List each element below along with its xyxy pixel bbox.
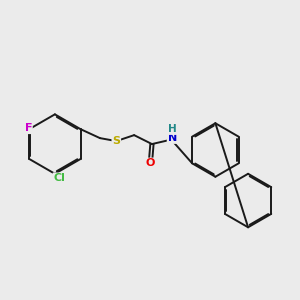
Text: Cl: Cl bbox=[53, 173, 65, 183]
Text: H: H bbox=[168, 124, 176, 134]
Text: O: O bbox=[146, 158, 155, 168]
Text: N: N bbox=[167, 133, 177, 143]
Text: F: F bbox=[25, 123, 32, 133]
Text: S: S bbox=[112, 136, 120, 146]
